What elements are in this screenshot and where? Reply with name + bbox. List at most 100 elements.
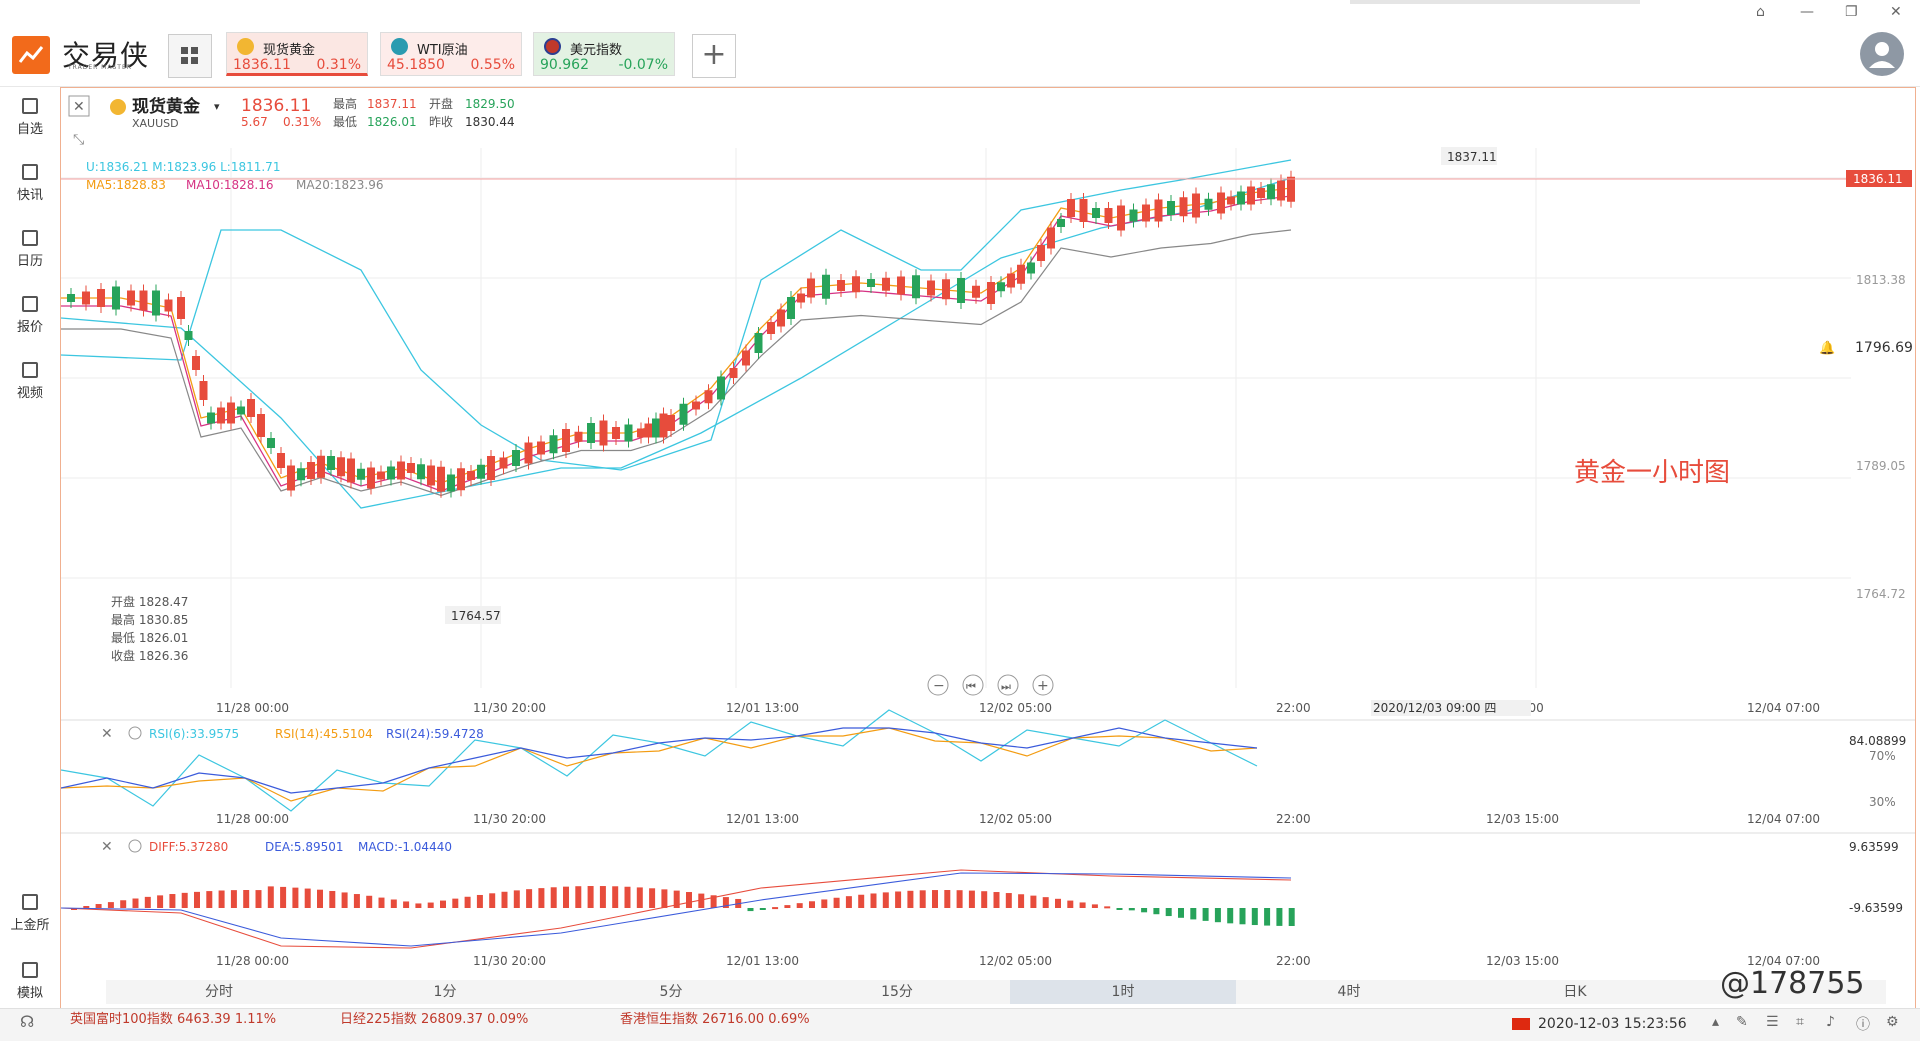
rsi-y-label: 30% xyxy=(1869,795,1896,809)
scroll-start-button[interactable] xyxy=(962,674,984,696)
macd-dea: DEA:5.89501 xyxy=(265,840,344,854)
tab-4hour[interactable]: 4时 xyxy=(1337,984,1361,1000)
camera-icon[interactable]: ⌗ xyxy=(1796,1014,1804,1030)
rsi-line xyxy=(61,727,1258,794)
svg-text:⏮: ⏮ xyxy=(966,680,976,693)
close-chart-button[interactable] xyxy=(68,95,90,117)
ma20-value: MA20:1823.96 xyxy=(296,178,384,192)
x-label: 11/30 20:00 xyxy=(473,954,546,968)
menu-icon[interactable]: ☰ xyxy=(1766,1014,1779,1030)
candle xyxy=(667,415,675,431)
minimize-button[interactable]: — xyxy=(1800,4,1814,20)
zoom-in-button[interactable] xyxy=(1032,674,1054,696)
add-ticker-button[interactable]: + xyxy=(692,34,736,78)
svg-text:开盘 1828.47: 开盘 1828.47 xyxy=(111,594,188,609)
header-price: 1836.11 xyxy=(241,96,311,116)
close-button[interactable]: ✕ xyxy=(1890,4,1902,20)
sidebar-item-simulate[interactable]: 模拟 xyxy=(0,962,60,1001)
x-label: 11/28 00:00 xyxy=(216,812,289,826)
scroll-up-icon[interactable]: ▴ xyxy=(1712,1014,1720,1030)
candle xyxy=(837,280,845,291)
status-datetime: 2020-12-03 15:23:56 xyxy=(1538,1016,1687,1032)
settings-icon[interactable]: ⚙ xyxy=(1886,1014,1899,1030)
crosshair-time-box xyxy=(1371,700,1531,716)
skin-icon[interactable]: ⌂ xyxy=(1756,4,1765,20)
candle xyxy=(942,279,950,300)
tab-15min[interactable]: 15分 xyxy=(881,984,913,1000)
sidebar-item-watchlist[interactable]: 自选 xyxy=(0,98,60,137)
bell-icon: 🔔 xyxy=(1819,340,1835,356)
sidebar-item-sge[interactable]: 上金所 xyxy=(0,894,60,933)
macd-bar xyxy=(501,891,508,908)
sound-icon[interactable]: ♪ xyxy=(1826,1014,1835,1030)
candle xyxy=(297,468,305,481)
sidebar-item-news[interactable]: 快讯 xyxy=(0,164,60,203)
macd-bar xyxy=(218,890,225,908)
header-low: 1826.01 xyxy=(367,115,417,129)
candle xyxy=(467,471,475,480)
sidebar-item-calendar[interactable]: 日历 xyxy=(0,230,60,269)
candle xyxy=(704,390,713,404)
candle xyxy=(599,420,608,446)
candle xyxy=(1117,205,1125,231)
candle xyxy=(537,441,545,455)
scroll-end-button[interactable] xyxy=(997,674,1019,696)
zoom-out-button[interactable] xyxy=(927,674,949,696)
header-prev: 1830.44 xyxy=(465,115,515,129)
candle xyxy=(612,427,620,439)
macd-bar xyxy=(1104,906,1111,909)
svg-text:收盘 1826.36: 收盘 1826.36 xyxy=(111,648,188,663)
candle xyxy=(1057,219,1065,227)
candle xyxy=(487,456,495,480)
user-avatar[interactable] xyxy=(1860,32,1904,76)
sidebar-item-video[interactable]: 视频 xyxy=(0,362,60,401)
candle xyxy=(499,457,508,469)
macd-bar xyxy=(649,888,656,908)
boll-upper xyxy=(61,159,1292,471)
candle xyxy=(327,456,335,470)
tab-timeshare[interactable]: 分时 xyxy=(205,984,233,1000)
edit-icon[interactable]: ✎ xyxy=(1736,1014,1748,1030)
macd-bar xyxy=(882,892,889,908)
ticker-tab-gold[interactable]: 现货黄金 1836.11 0.31% xyxy=(226,32,368,76)
candle xyxy=(787,297,795,319)
symbol-name: 现货黄金 xyxy=(132,96,201,117)
candle xyxy=(644,423,653,438)
kline-chart-canvas[interactable]: ✕ ⤡ 现货黄金 ▾ XAUUSD 1836.11 5.67 0.31% 最高 … xyxy=(61,88,1915,978)
quote-chart-icon xyxy=(22,296,38,312)
candle xyxy=(1142,204,1150,222)
layout-grid-button[interactable] xyxy=(168,34,212,78)
tab-1min[interactable]: 1分 xyxy=(433,984,457,1000)
header-high: 1837.11 xyxy=(367,97,417,111)
macd-bar xyxy=(1055,898,1061,908)
y-label: 1764.72 xyxy=(1856,587,1906,601)
tab-1hour[interactable]: 1时 xyxy=(1010,980,1236,1004)
ticker-tab-oil[interactable]: WTI原油 45.1850 0.55% xyxy=(380,32,522,76)
low-marker: 1764.57 xyxy=(451,609,501,623)
tab-daily[interactable]: 日K xyxy=(1563,984,1587,1000)
macd-bar xyxy=(1128,908,1135,911)
tab-5min[interactable]: 5分 xyxy=(659,984,683,1000)
macd-bar xyxy=(538,888,545,908)
candle xyxy=(1129,209,1138,222)
candle xyxy=(417,464,425,480)
restore-button[interactable]: ❐ xyxy=(1845,4,1858,20)
candle xyxy=(679,403,688,425)
ticker-tab-usd-index[interactable]: 美元指数 90.962 -0.07% xyxy=(533,32,675,76)
macd-bar xyxy=(120,900,127,908)
info-icon[interactable]: ⓘ xyxy=(1856,1017,1870,1033)
candle xyxy=(477,464,485,479)
candle xyxy=(397,461,405,480)
macd-bar xyxy=(1190,908,1197,920)
x-label: 12/04 07:00 xyxy=(1747,954,1820,968)
macd-bar xyxy=(464,896,471,908)
ticker-tape-2: 日经225指数 26809.37 0.09% xyxy=(340,1012,529,1027)
macd-bar xyxy=(157,895,164,908)
sidebar-item-quotes[interactable]: 报价 xyxy=(0,296,60,335)
candle xyxy=(1104,208,1113,223)
expand-icon: ⤡ xyxy=(73,132,84,148)
x-label: 12/01 13:00 xyxy=(726,701,799,715)
macd-bar xyxy=(1239,908,1246,925)
macd-bar xyxy=(1202,908,1209,921)
headset-icon[interactable]: ☊ xyxy=(20,1012,35,1031)
